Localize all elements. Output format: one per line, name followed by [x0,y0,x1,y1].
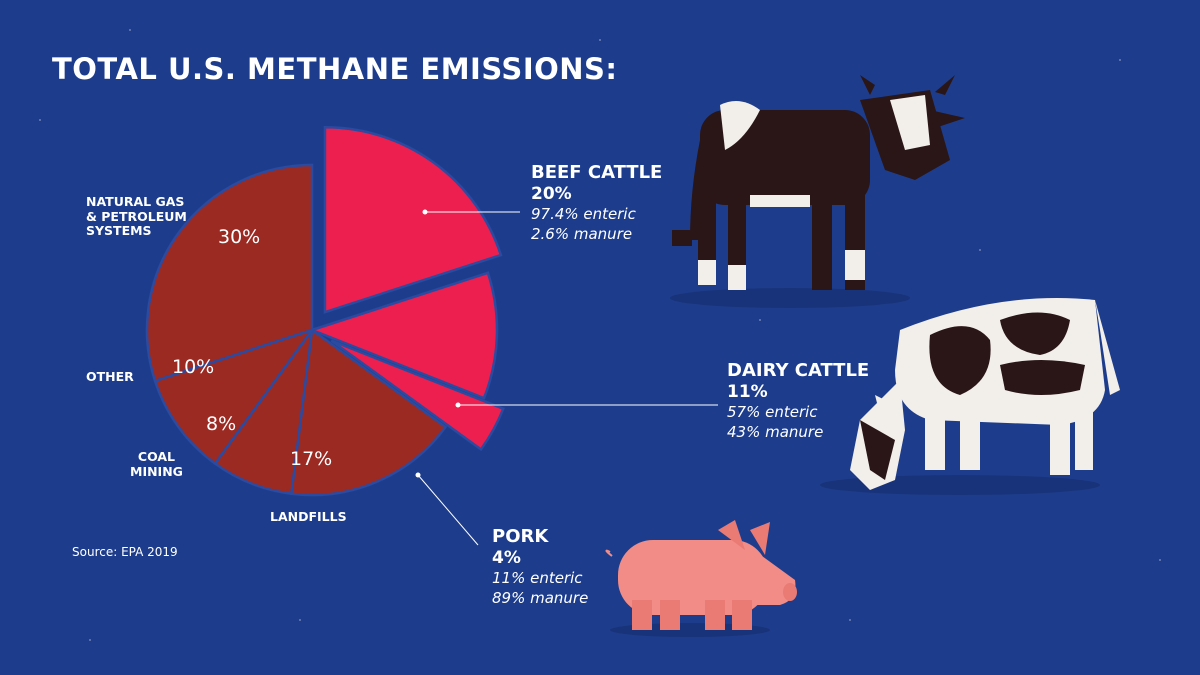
dairy-value: 11% [727,382,768,402]
dairy-name: DAIRY CATTLE [727,360,870,381]
beef-name: BEEF CATTLE [531,162,663,183]
pie-slice-natural-gas-petroleum-systems [145,163,314,383]
label-landfills: LANDFILLS [270,509,347,524]
pie-slice-dairy-cattle [308,271,499,400]
callout-beef-cattle: BEEF CATTLE 20% 97.4% enteric 2.6% manur… [531,162,662,244]
beef-value: 20% [531,184,572,204]
value-natural-gas: 30% [218,226,261,248]
pie-slice-other [153,327,316,466]
label-coal-mining: COAL MINING [130,449,183,479]
pork-name: PORK [492,526,549,547]
callout-dairy-cattle: DAIRY CATTLE 11% 57% enteric 43% manure [727,360,869,442]
label-other: OTHER [86,369,134,384]
chart-title: TOTAL U.S. METHANE EMISSIONS: [52,52,618,86]
star-field [39,29,1161,641]
beef-leader-dot [422,209,428,215]
pork-leader-dot [415,472,421,478]
value-coal-mining: 8% [206,413,237,435]
source-note: Source: EPA 2019 [72,545,178,559]
pork-enteric: 11% enteric [492,569,583,587]
dairy-cow-illustration [820,298,1120,495]
beef-manure: 2.6% manure [531,225,633,243]
dairy-leader-dot [455,402,461,408]
beef-enteric: 97.4% enteric [531,205,636,223]
pork-leader-line [417,474,479,546]
dairy-manure: 43% manure [727,423,824,441]
beef-cow-illustration [670,75,965,308]
pie-slice-beef-cattle [323,125,503,314]
pig-illustration [605,520,797,637]
value-other: 10% [172,356,215,378]
value-landfills: 17% [290,448,333,470]
pork-value: 4% [492,548,521,568]
pie-slice-pork [330,339,505,452]
pork-manure: 89% manure [492,589,589,607]
pie-chart [145,125,505,497]
leader-lines [415,209,718,546]
label-natural-gas: NATURAL GAS & PETROLEUM SYSTEMS [86,194,187,238]
dairy-enteric: 57% enteric [727,403,818,421]
callout-pork: PORK 4% 11% enteric 89% manure [492,526,588,608]
pie-slice-landfills [289,327,448,497]
